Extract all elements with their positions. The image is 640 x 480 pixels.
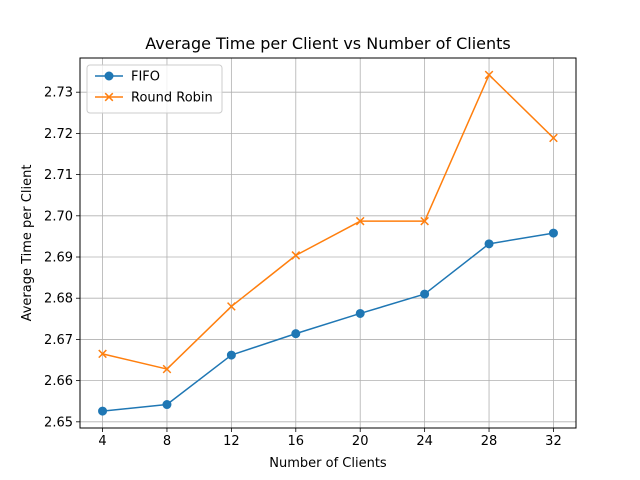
round-robin-point xyxy=(162,364,172,374)
x-tick-label: 12 xyxy=(223,434,240,449)
x-axis-label: Number of Clients xyxy=(269,456,387,471)
x-tick-label: 8 xyxy=(163,434,171,449)
x-tick-label: 20 xyxy=(352,434,369,449)
round-robin-line xyxy=(102,74,554,370)
round-robin-series xyxy=(98,70,558,374)
legend-fifo-label: FIFO xyxy=(131,70,160,85)
fifo-point xyxy=(484,239,494,249)
y-tick-label: 2.69 xyxy=(44,251,73,266)
y-tick-label: 2.72 xyxy=(44,127,73,142)
legend-box xyxy=(86,64,223,114)
fifo-series xyxy=(98,228,558,416)
fifo-point xyxy=(98,406,108,416)
series-layer xyxy=(98,70,558,416)
y-tick-label: 2.71 xyxy=(44,168,73,183)
y-tick-label: 2.68 xyxy=(44,292,73,307)
round-robin-point xyxy=(549,133,558,143)
x-tick-label: 32 xyxy=(545,434,562,449)
x-tick-label: 4 xyxy=(98,434,106,449)
fifo-point xyxy=(355,308,365,318)
chart-title: Average Time per Client vs Number of Cli… xyxy=(145,34,511,53)
round-robin-point xyxy=(227,302,236,311)
round-robin-point xyxy=(355,216,365,226)
fifo-point xyxy=(226,350,236,360)
round-robin-point xyxy=(98,349,107,359)
legend-round-robin-marker xyxy=(104,92,114,102)
y-tick-label: 2.66 xyxy=(44,374,73,389)
fifo-line xyxy=(102,232,554,412)
y-tick-label: 2.65 xyxy=(44,415,73,430)
round-robin-point xyxy=(484,70,494,80)
fifo-point xyxy=(291,329,301,339)
fifo-point xyxy=(548,228,558,238)
x-axis: 4 8 12 16 20 24 28 32 xyxy=(98,428,562,449)
fifo-point xyxy=(420,289,430,299)
grid-lines xyxy=(80,58,576,428)
y-tick-label: 2.67 xyxy=(44,333,73,348)
round-robin-point xyxy=(420,216,429,226)
y-axis: 2.65 2.66 2.67 2.68 2.69 2.70 2.71 2.72 2.73 xyxy=(44,86,80,430)
legend-fifo-marker xyxy=(104,71,114,81)
x-tick-label: 16 xyxy=(288,434,305,449)
legend-round-robin-label: Round Robin xyxy=(131,91,213,106)
y-axis-label: Average Time per Client xyxy=(20,165,35,322)
x-tick-label: 28 xyxy=(481,434,498,449)
x-tick-label: 24 xyxy=(416,434,433,449)
fifo-point xyxy=(162,400,172,410)
legend: FIFO Round Robin xyxy=(86,64,223,114)
y-tick-label: 2.70 xyxy=(44,209,73,224)
round-robin-point xyxy=(291,251,301,260)
y-tick-label: 2.73 xyxy=(44,86,73,101)
plot-frame xyxy=(79,57,577,429)
